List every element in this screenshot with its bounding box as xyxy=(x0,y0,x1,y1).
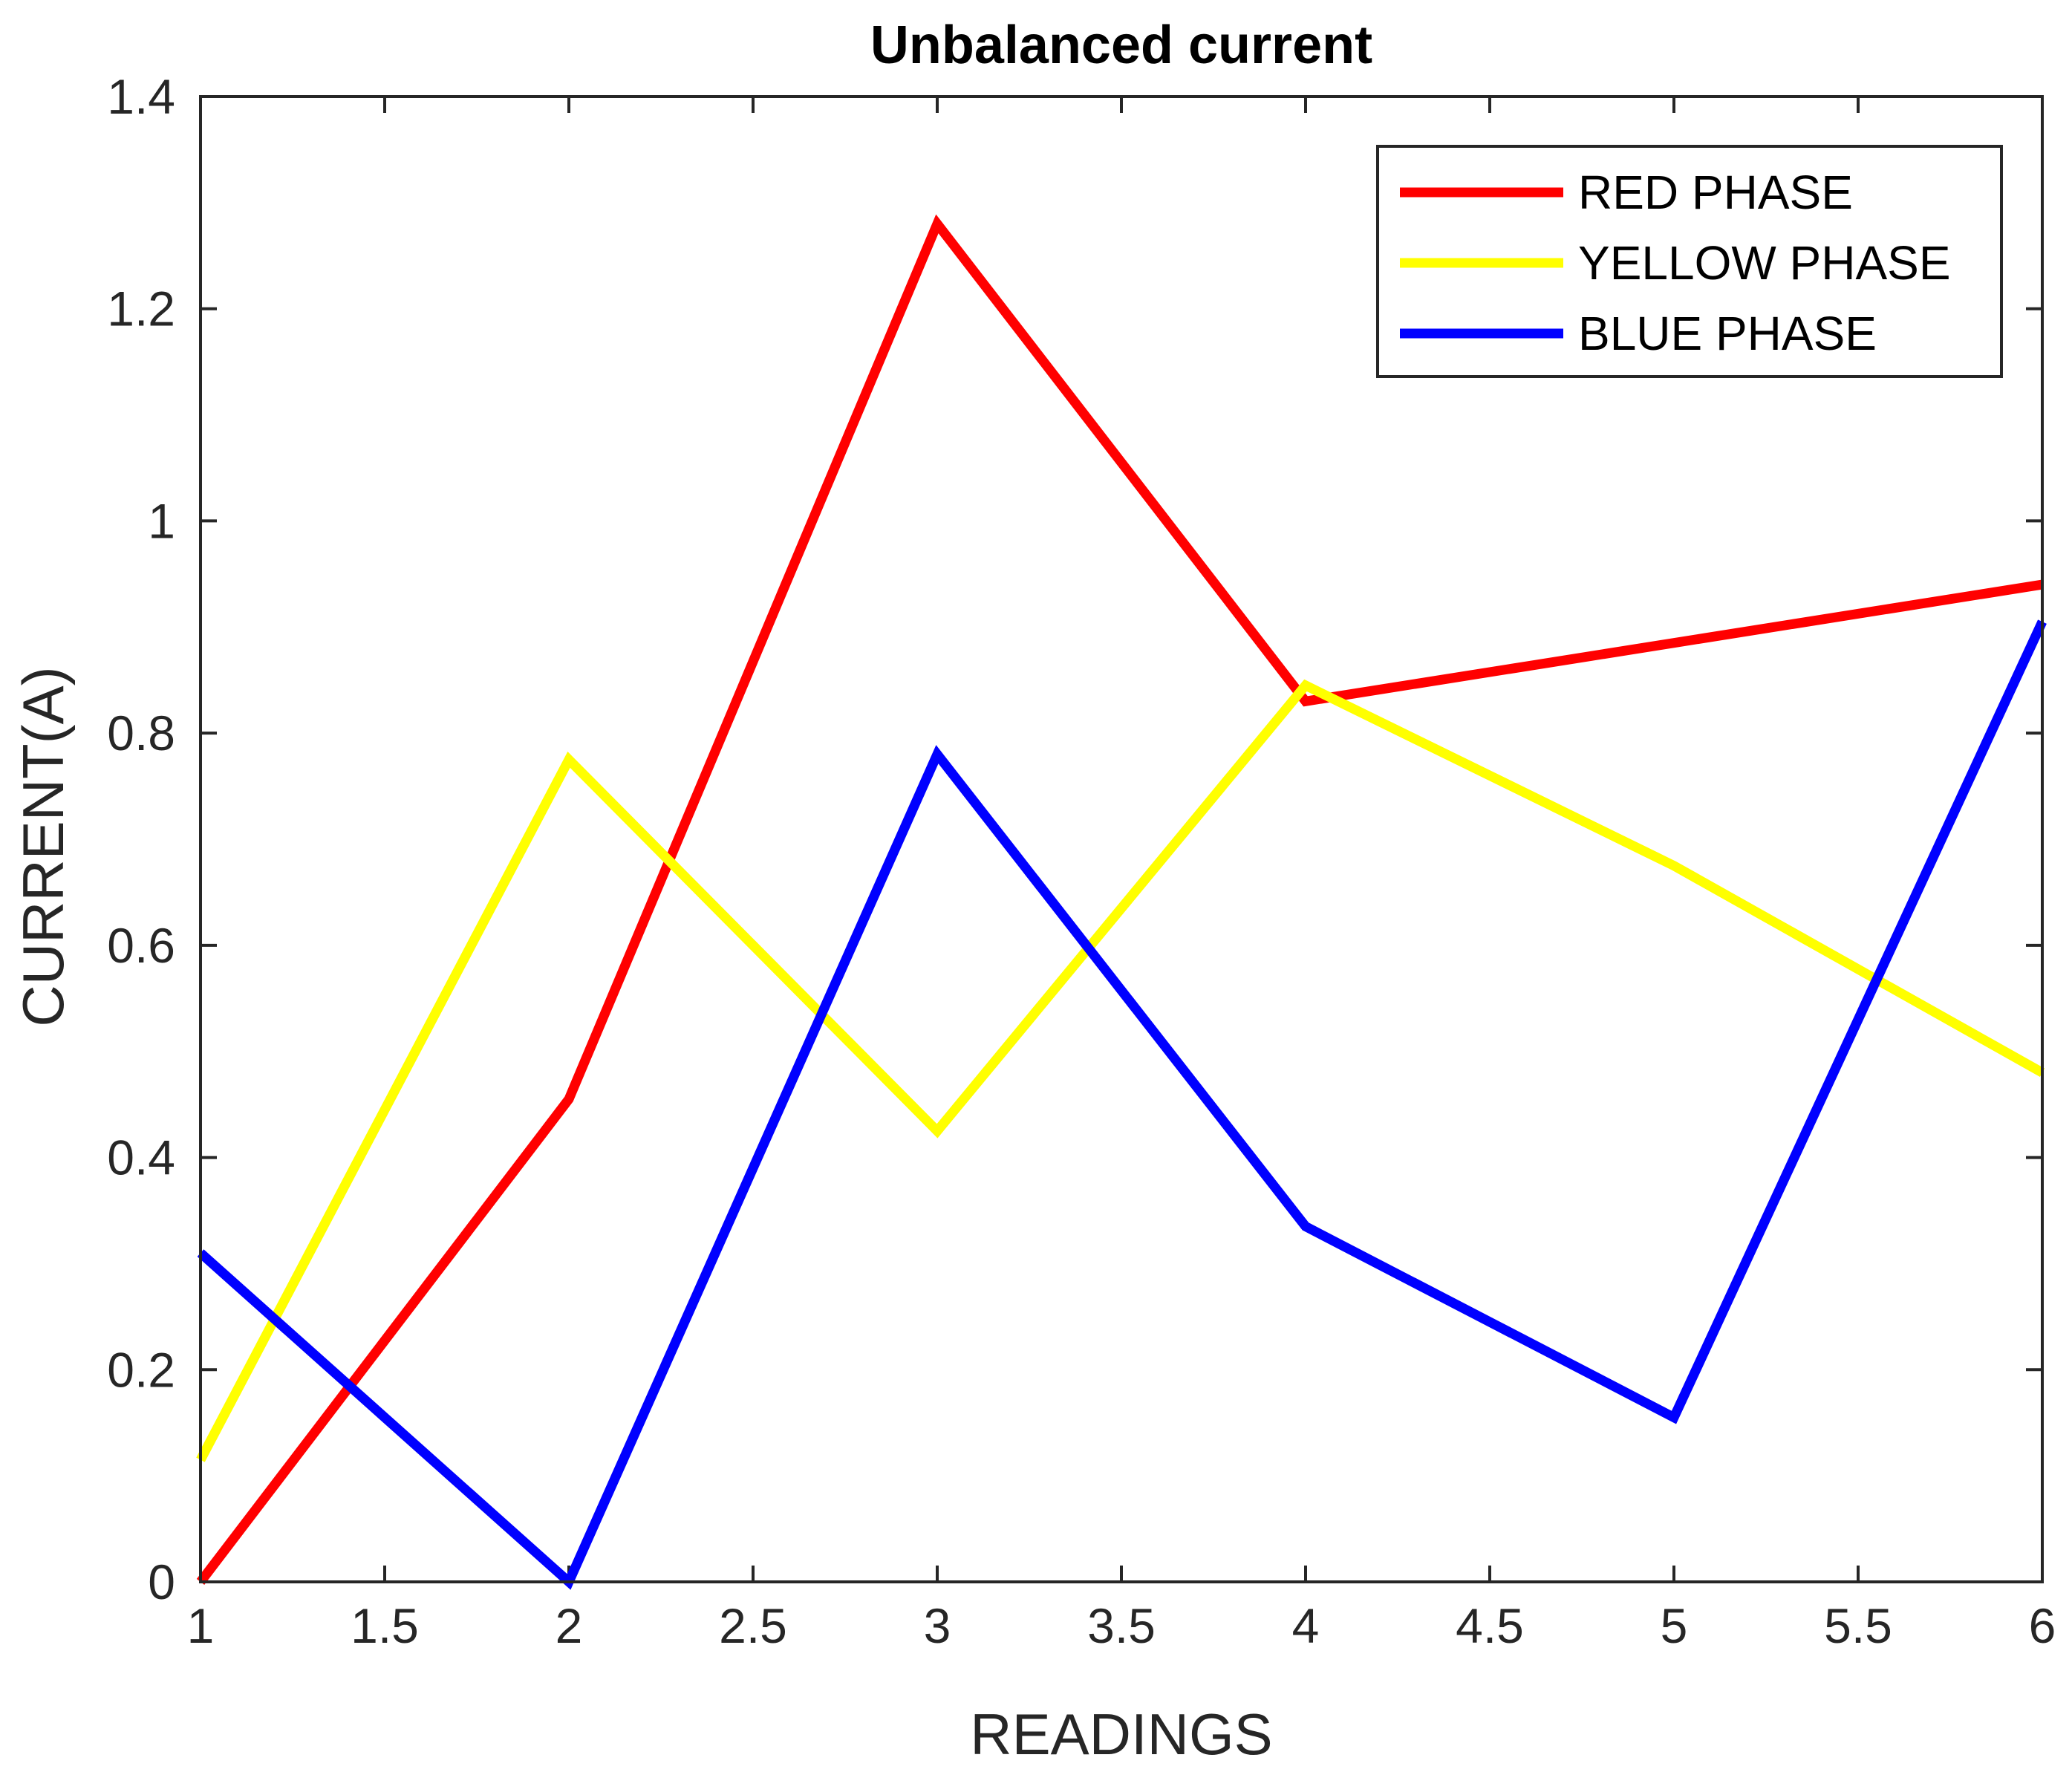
x-tick-label: 5 xyxy=(1661,1598,1688,1653)
legend-label-red-phase: RED PHASE xyxy=(1578,166,1853,219)
chart-title: Unbalanced current xyxy=(870,16,1372,75)
series-line-red-phase xyxy=(196,214,2044,1585)
legend-label-yellow-phase: YELLOW PHASE xyxy=(1578,236,1951,290)
y-tick-label: 0 xyxy=(148,1554,175,1609)
plot-frame xyxy=(199,95,2044,1583)
x-tick-label: 4.5 xyxy=(1456,1598,1524,1653)
y-axis-label: CURRENT(A) xyxy=(10,666,76,1026)
x-tick-label: 2.5 xyxy=(719,1598,787,1653)
y-tick-label: 1.2 xyxy=(107,281,175,336)
legend: RED PHASE YELLOW PHASE BLUE PHASE xyxy=(1376,145,2003,378)
series-line-yellow-phase xyxy=(196,679,2045,1462)
legend-label-blue-phase: BLUE PHASE xyxy=(1578,307,1877,360)
series-line-blue-phase xyxy=(197,619,2047,1590)
y-tick-label: 0.6 xyxy=(107,918,175,973)
x-tick-label: 2 xyxy=(556,1598,583,1653)
y-tick-label: 0.8 xyxy=(107,706,175,760)
y-tick-label: 0.4 xyxy=(107,1130,175,1185)
x-axis-label: READINGS xyxy=(970,1701,1272,1767)
y-tick-label: 0.2 xyxy=(107,1342,175,1397)
y-tick-label: 1 xyxy=(148,493,175,548)
x-tick-label: 3.5 xyxy=(1087,1598,1156,1653)
x-tick-label: 1 xyxy=(187,1598,215,1653)
series-layer xyxy=(196,214,2047,1590)
x-tick-label: 4 xyxy=(1292,1598,1320,1653)
x-tick-label: 1.5 xyxy=(351,1598,419,1653)
y-tick-label: 1.4 xyxy=(107,69,175,124)
x-tick-label: 3 xyxy=(924,1598,951,1653)
x-tick-label: 6 xyxy=(2029,1598,2056,1653)
x-tick-label: 5.5 xyxy=(1824,1598,1892,1653)
ticks-layer: 1 1.5 2 2.5 3 3.5 4 4.5 5 5.5 6 0 0.2 0.4 0.6 0.8 1 1.2 1.… xyxy=(107,69,2056,1653)
